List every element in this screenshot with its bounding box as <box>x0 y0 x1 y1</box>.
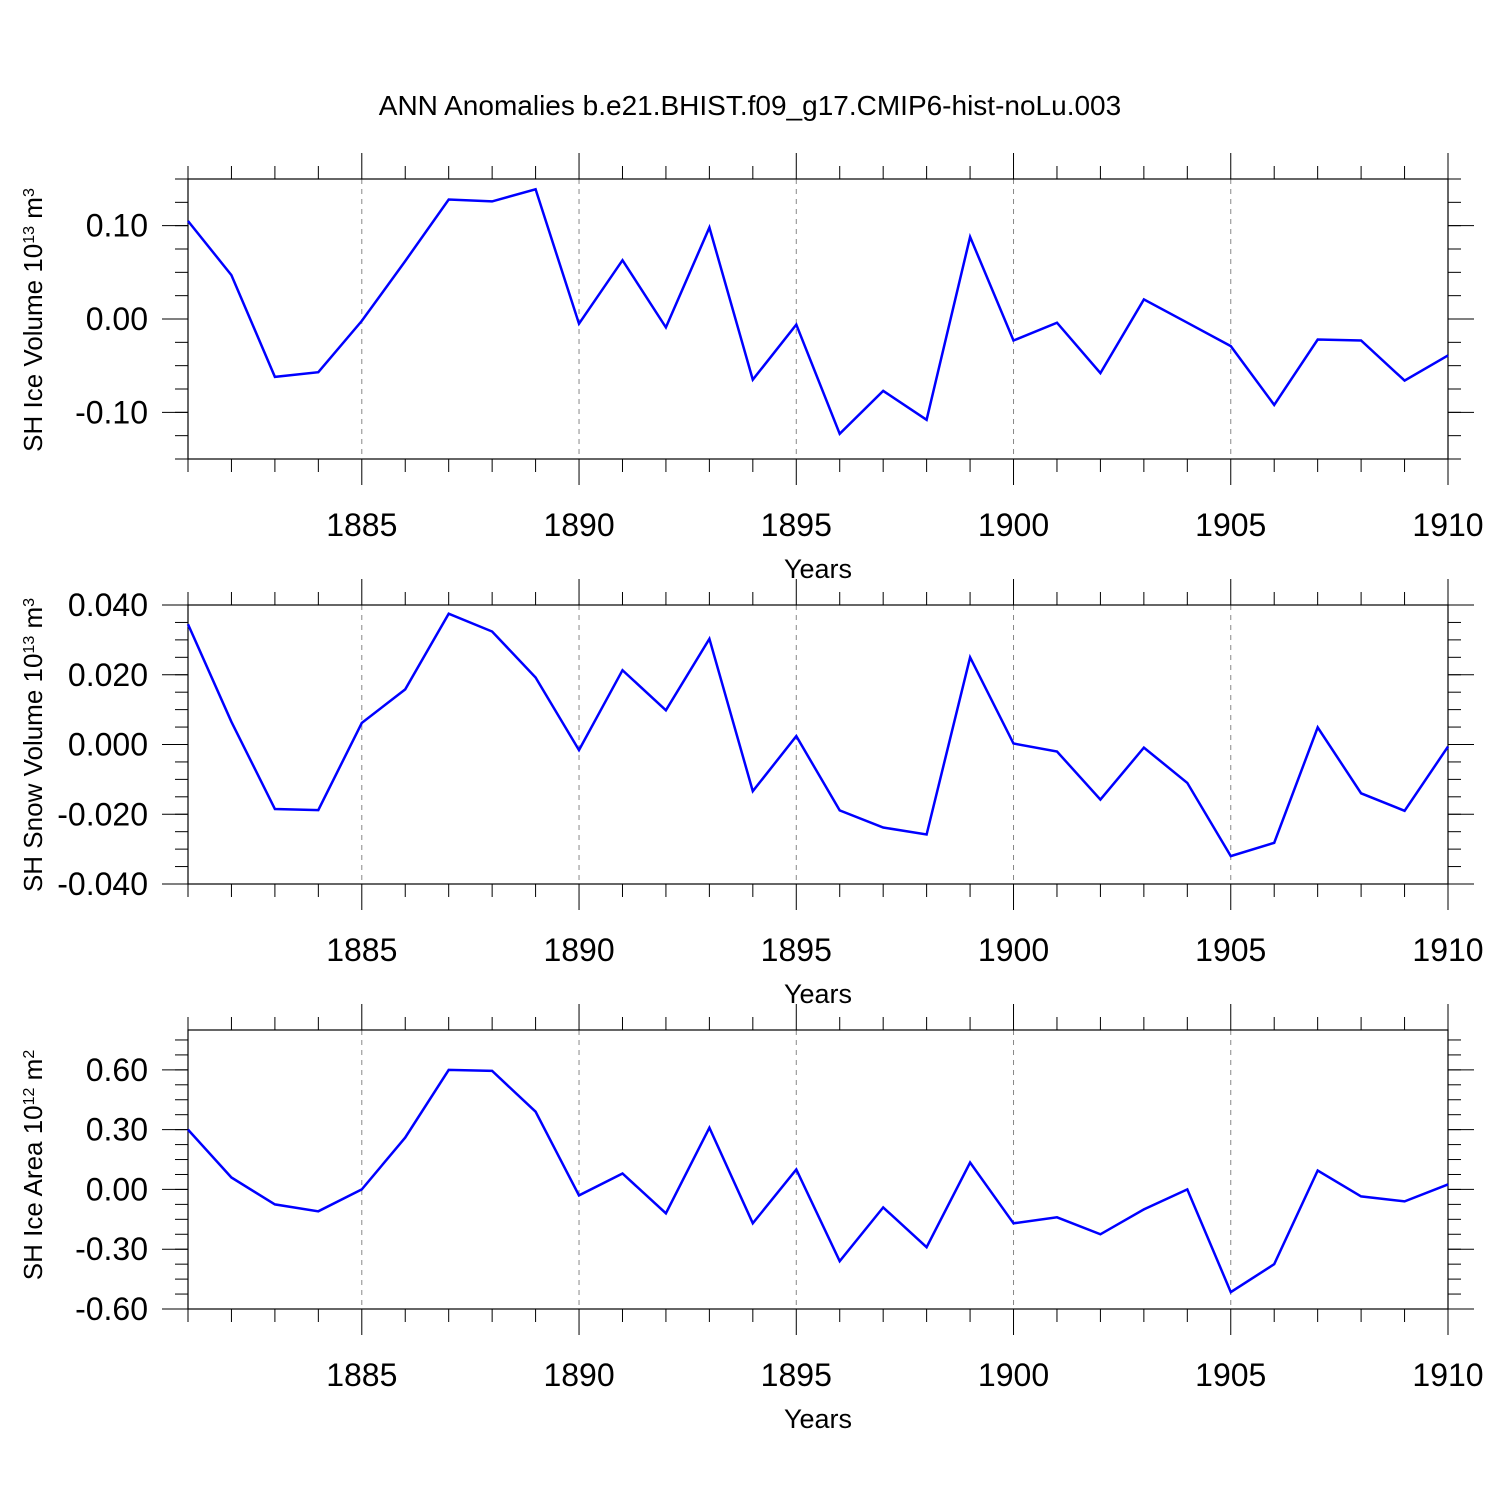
y-tick-label: 0.30 <box>86 1112 148 1148</box>
panel-snow-volume: 1885 1890 1895 1900 1905 1910 Years -0.040 -0.02… <box>18 579 1484 1009</box>
x-tick-label-1885: 1885 <box>326 1357 397 1393</box>
y-tick-label: -0.020 <box>57 796 148 832</box>
series-line-sh-ice-area <box>187 1068 1449 1294</box>
x-tick-label-1890: 1890 <box>543 507 614 543</box>
y-tick-label: 0.00 <box>86 1171 148 1207</box>
x-tick-label-1900: 1900 <box>978 932 1049 968</box>
x-tick-label-1900: 1900 <box>978 1357 1049 1393</box>
y-tick-label: 0.00 <box>86 301 148 337</box>
y-tick-label: 0.000 <box>68 727 148 763</box>
x-tick-label-1910: 1910 <box>1412 1357 1483 1393</box>
x-axis-label: Years <box>784 1404 852 1434</box>
plot-frame <box>187 178 1449 460</box>
panel-ice-volume: 1885 1890 1895 1900 1905 1910 Years -0.10 0.00 0.… <box>18 153 1484 584</box>
y-tick-label: 0.60 <box>86 1052 148 1088</box>
chart-title: ANN Anomalies b.e21.BHIST.f09_g17.CMIP6-… <box>379 90 1121 121</box>
x-tick-label-1895: 1895 <box>761 1357 832 1393</box>
x-tick-label-1885: 1885 <box>326 507 397 543</box>
y-axis-label: SH Ice Area 1012 m2 <box>18 1050 48 1281</box>
y-axis-label: SH Snow Volume 1013 m3 <box>18 598 48 892</box>
x-axis-label: Years <box>784 554 852 584</box>
y-tick-label: -0.60 <box>75 1291 148 1327</box>
plot-frame <box>187 1029 1449 1310</box>
x-tick-label-1900: 1900 <box>978 507 1049 543</box>
y-axis-label: SH Ice Volume 1013 m3 <box>18 188 48 452</box>
series-line-sh-snow-volume <box>186 612 1450 858</box>
y-tick-label: 0.10 <box>86 208 148 244</box>
x-tick-label-1885: 1885 <box>326 932 397 968</box>
x-tick-label-1910: 1910 <box>1412 507 1483 543</box>
x-tick-label-1905: 1905 <box>1195 1357 1266 1393</box>
x-tick-label-1890: 1890 <box>543 932 614 968</box>
x-tick-label-1890: 1890 <box>543 1357 614 1393</box>
series-line-sh-ice-volume <box>187 187 1449 437</box>
y-tick-label: 0.020 <box>68 657 148 693</box>
x-tick-label-1905: 1905 <box>1195 507 1266 543</box>
panel-ice-area: 1885 1890 1895 1900 1905 1910 Years -0.60 -0.30 0… <box>18 1004 1484 1434</box>
y-tick-label: 0.040 <box>68 587 148 623</box>
y-tick-label: -0.10 <box>75 394 148 430</box>
y-tick-label: -0.040 <box>57 866 148 902</box>
x-tick-label-1895: 1895 <box>761 932 832 968</box>
x-axis-label: Years <box>784 979 852 1009</box>
plot-frame <box>187 604 1449 885</box>
x-tick-label-1905: 1905 <box>1195 932 1266 968</box>
y-tick-label: -0.30 <box>75 1231 148 1267</box>
x-tick-label-1910: 1910 <box>1412 932 1483 968</box>
x-tick-label-1895: 1895 <box>761 507 832 543</box>
